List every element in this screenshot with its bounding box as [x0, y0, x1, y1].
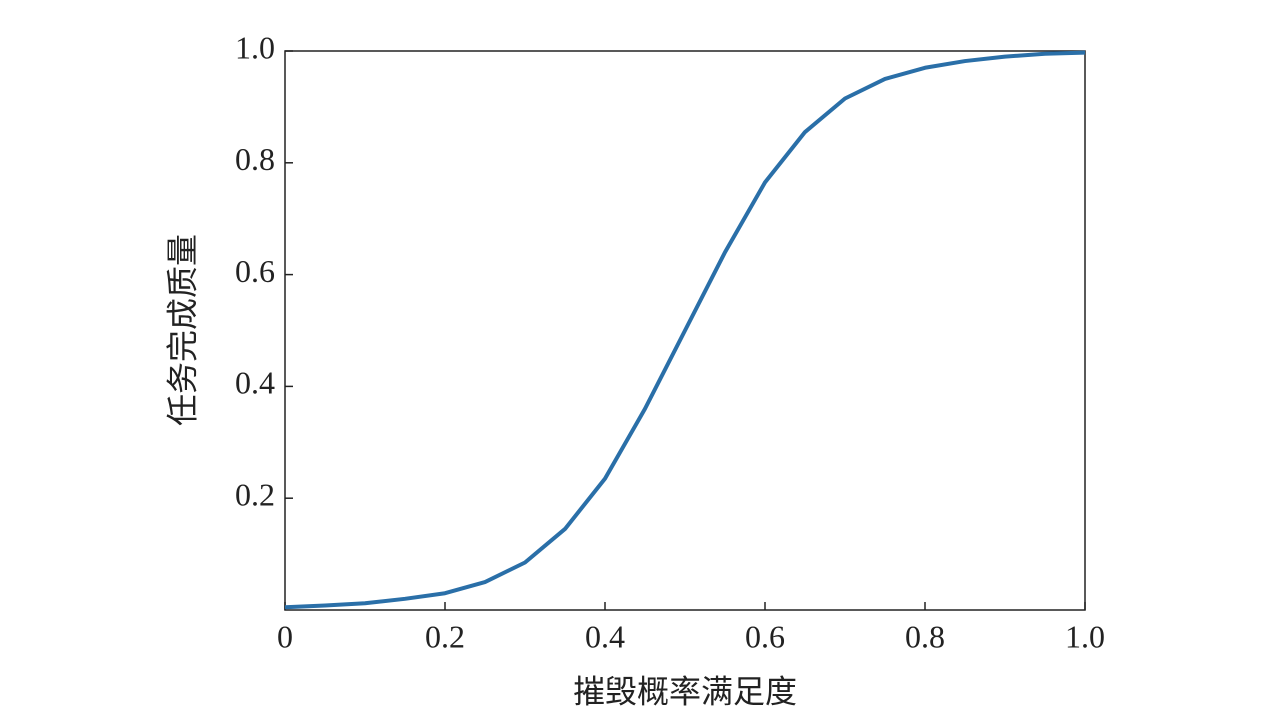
- data-line: [284, 50, 1086, 610]
- x-tick-label: 0.2: [425, 618, 465, 654]
- plot-frame: [284, 50, 1086, 611]
- x-tick-label: 1.0: [1065, 618, 1105, 654]
- x-tick-label: 0.4: [585, 618, 625, 654]
- x-tick-label: 0.8: [905, 618, 945, 654]
- y-tick-label: 0.2: [235, 477, 275, 513]
- y-tick-label: 0.6: [235, 253, 275, 289]
- y-axis-label: 任务完成质量: [164, 234, 200, 426]
- y-tick-label: 0.4: [235, 365, 275, 401]
- y-tick-label: 0.8: [235, 141, 275, 177]
- x-axis-label: 摧毁概率满足度: [573, 673, 797, 709]
- x-tick-label: 0: [277, 618, 293, 654]
- x-tick-label: 0.6: [745, 618, 785, 654]
- y-tick-label: 1.0: [235, 29, 275, 65]
